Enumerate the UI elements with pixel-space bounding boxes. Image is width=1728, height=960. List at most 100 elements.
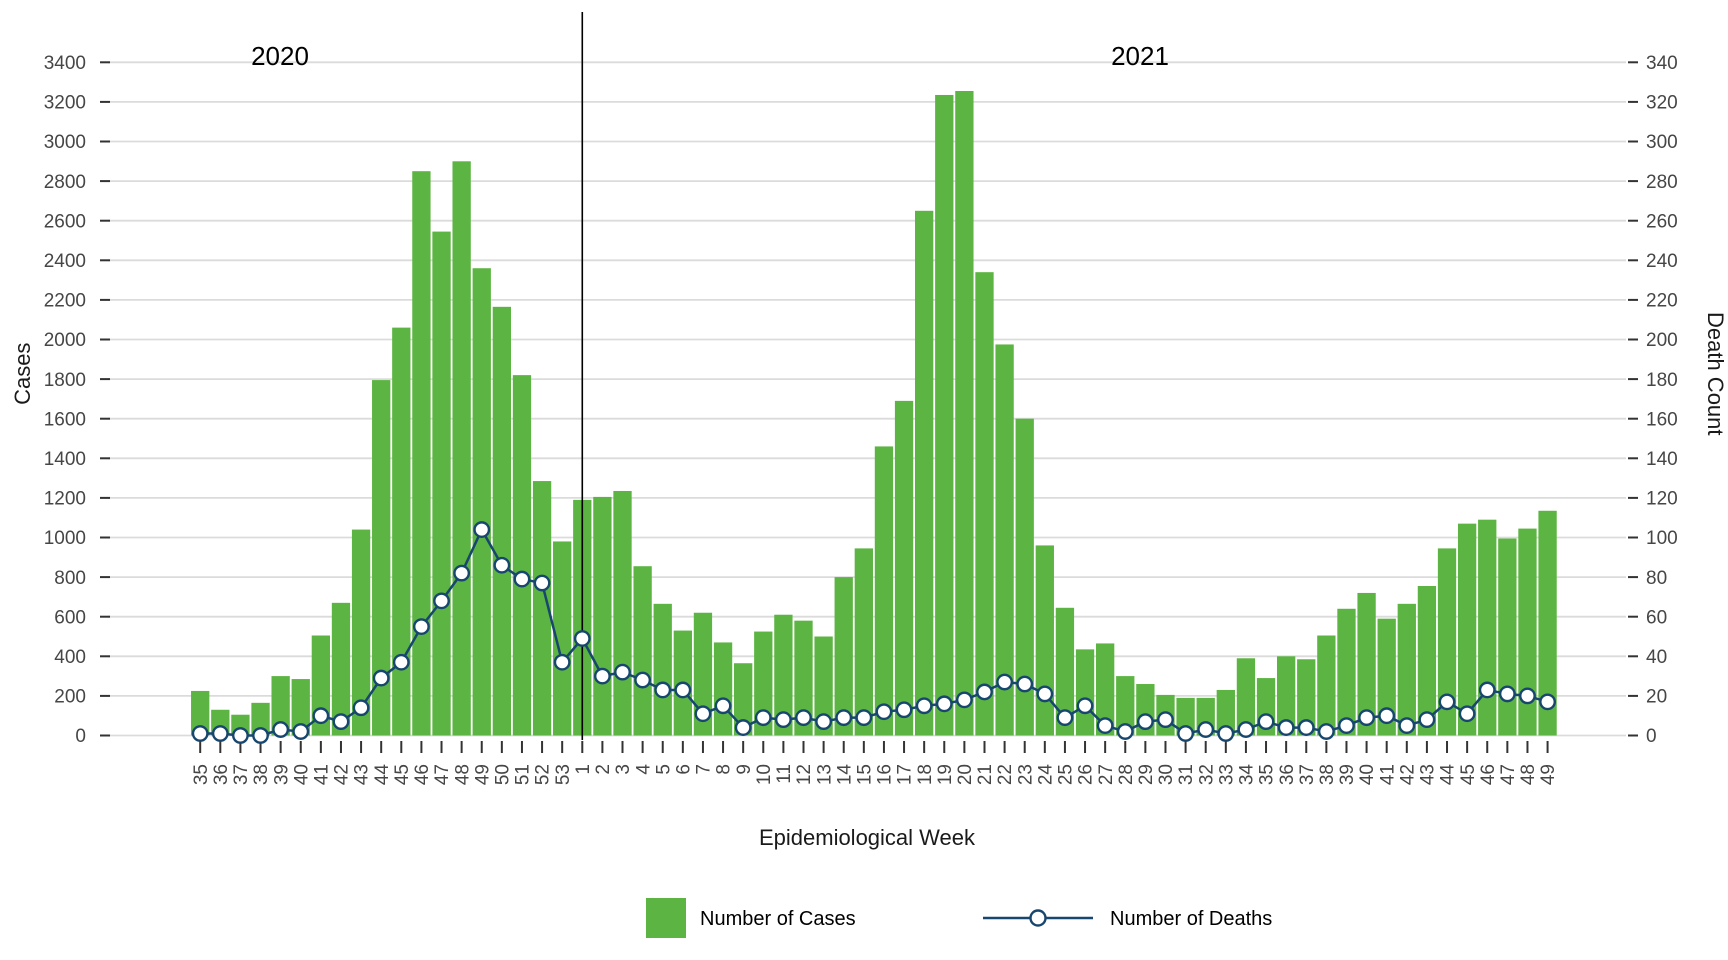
deaths-point-week-22 xyxy=(996,673,1013,691)
x-tick-label: 40 xyxy=(1357,764,1378,785)
cases-bar-week-35 xyxy=(191,690,210,736)
x-tick-label: 24 xyxy=(1035,764,1056,786)
x-tick-label: 37 xyxy=(1297,764,1318,785)
deaths-point-week-47 xyxy=(433,592,450,610)
cases-bar-week-12 xyxy=(794,620,813,736)
x-tick-label: 19 xyxy=(935,764,956,785)
x-tick-label: 46 xyxy=(412,764,433,785)
right-tick-label: 100 xyxy=(1646,528,1678,549)
deaths-point-week-12 xyxy=(795,709,812,727)
deaths-point-week-41 xyxy=(1378,707,1396,725)
left-tick-label: 1200 xyxy=(44,489,86,510)
left-tick-label: 400 xyxy=(54,647,86,668)
cases-bar-week-5 xyxy=(653,603,672,736)
right-tick-label: 0 xyxy=(1646,726,1657,747)
deaths-point-week-44 xyxy=(372,669,390,687)
x-axis: 35 36 37 38 39 40 41 42 43 44 45 46 47 48 49 50 51 52 53 1 2… xyxy=(191,741,1559,785)
x-tick-label: 35 xyxy=(1257,764,1278,785)
right-tick-label: 60 xyxy=(1646,607,1667,628)
cases-bar-week-17 xyxy=(894,400,914,736)
cases-bar-week-52 xyxy=(532,481,552,736)
x-tick-label: 39 xyxy=(271,764,292,785)
cases-bar-week-36 xyxy=(1276,656,1296,736)
right-axis-title: Death Count xyxy=(1703,312,1728,436)
deaths-point-week-43 xyxy=(352,699,370,717)
cases-bar-week-34 xyxy=(1236,658,1256,736)
left-tick-label: 1800 xyxy=(44,370,86,391)
left-tick-label: 600 xyxy=(54,607,86,628)
right-tick-label: 200 xyxy=(1646,330,1678,351)
cases-bar-week-27 xyxy=(1096,643,1115,736)
x-tick-label: 26 xyxy=(1076,764,1097,785)
deaths-point-week-50 xyxy=(493,556,511,574)
right-tick-label: 20 xyxy=(1646,687,1667,708)
cases-bar-week-43 xyxy=(351,529,371,736)
deaths-point-week-38 xyxy=(252,727,269,744)
deaths-point-week-46 xyxy=(1478,681,1496,699)
cases-bar-week-37 xyxy=(1297,659,1316,736)
deaths-point-week-10 xyxy=(754,709,772,727)
legend xyxy=(646,898,1093,938)
x-tick-label: 42 xyxy=(1397,764,1418,785)
x-tick-label: 40 xyxy=(291,764,312,785)
right-tick-label: 160 xyxy=(1646,409,1678,430)
cases-bar-week-43 xyxy=(1417,586,1437,736)
left-tick-label: 200 xyxy=(54,687,86,708)
cases-bar-week-25 xyxy=(1055,607,1075,736)
left-tick-label: 2800 xyxy=(44,172,86,193)
x-tick-label: 21 xyxy=(975,764,996,785)
x-tick-label: 22 xyxy=(995,764,1016,785)
x-tick-label: 31 xyxy=(1176,764,1197,785)
x-tick-label: 37 xyxy=(231,764,252,785)
deaths-point-week-31 xyxy=(1177,725,1194,742)
deaths-point-week-29 xyxy=(1136,713,1154,731)
deaths-point-week-2 xyxy=(594,667,611,685)
right-tick-label: 220 xyxy=(1646,291,1678,312)
x-tick-label: 45 xyxy=(1458,764,1479,785)
right-tick-label: 340 xyxy=(1646,53,1678,74)
cases-bar-week-33 xyxy=(1216,689,1235,736)
right-tick-label: 300 xyxy=(1646,132,1678,153)
x-tick-label: 30 xyxy=(1156,764,1177,785)
deaths-point-week-49 xyxy=(1539,693,1556,711)
cases-bar-week-3 xyxy=(613,490,632,736)
deaths-point-week-28 xyxy=(1116,723,1134,740)
x-tick-label: 43 xyxy=(1418,764,1439,785)
x-tick-label: 27 xyxy=(1096,764,1117,785)
deaths-point-week-9 xyxy=(734,719,752,736)
x-tick-label: 42 xyxy=(332,764,353,785)
deaths-point-week-7 xyxy=(694,705,712,723)
x-tick-label: 29 xyxy=(1136,764,1157,785)
right-tick-label: 40 xyxy=(1646,647,1667,668)
cases-bar-week-41 xyxy=(1377,618,1396,736)
deaths-point-week-35 xyxy=(191,725,209,742)
cases-bar-week-45 xyxy=(392,327,411,736)
x-tick-label: 48 xyxy=(452,764,473,785)
deaths-point-week-33 xyxy=(1217,725,1235,742)
deaths-point-week-37 xyxy=(232,727,249,744)
x-tick-label: 39 xyxy=(1337,764,1358,785)
x-tick-label: 16 xyxy=(875,764,896,785)
x-tick-label: 34 xyxy=(1237,764,1258,786)
x-tick-label: 38 xyxy=(251,764,272,785)
axis-ticks xyxy=(100,61,1638,737)
right-tick-label: 140 xyxy=(1646,449,1678,470)
cases-bar-week-20 xyxy=(955,91,974,736)
cases-bar-week-26 xyxy=(1075,649,1095,736)
cases-bar-week-51 xyxy=(512,375,532,736)
x-tick-label: 15 xyxy=(854,764,875,785)
right-tick-label: 320 xyxy=(1646,93,1678,114)
x-tick-label: 3 xyxy=(613,764,634,775)
x-tick-label: 5 xyxy=(653,764,674,775)
deaths-point-week-34 xyxy=(1237,721,1255,738)
left-tick-label: 2600 xyxy=(44,211,86,232)
x-tick-label: 38 xyxy=(1317,764,1338,785)
x-tick-label: 11 xyxy=(774,764,795,784)
cases-bar-week-21 xyxy=(975,272,994,736)
x-tick-label: 4 xyxy=(633,764,654,775)
deaths-point-week-39 xyxy=(1338,717,1355,734)
deaths-point-week-26 xyxy=(1076,697,1094,715)
deaths-point-week-18 xyxy=(915,697,933,715)
